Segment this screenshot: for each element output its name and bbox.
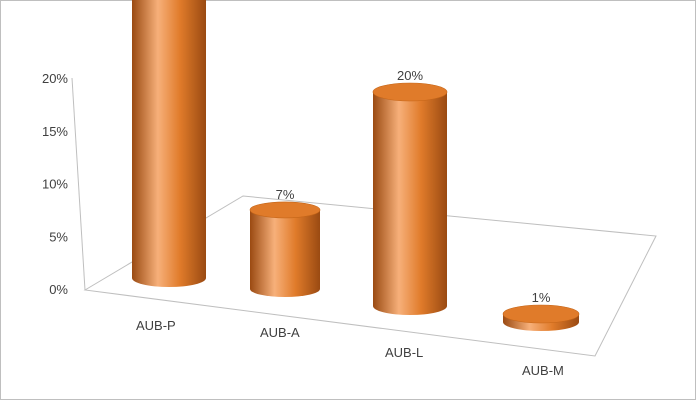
bar-top [502,304,580,324]
y-tick-label: 20% [42,71,68,86]
data-label: 7% [276,187,295,202]
category-label: AUB-P [136,318,176,333]
category-label: AUB-L [385,345,423,360]
bar-aub-a: 7% [249,187,321,297]
bar-top [372,82,448,102]
category-label: AUB-M [522,363,564,378]
x-axis: AUB-P AUB-A AUB-L AUB-M [136,318,564,378]
bars: 15% 7% 20% 1% [132,0,580,331]
bar-body [373,92,447,315]
y-tick-label: 10% [42,177,68,192]
y-axis-line [71,77,86,291]
bar-top [249,201,321,219]
y-tick-label: 5% [49,229,68,244]
bar-body [132,0,206,287]
y-tick-label: 15% [42,124,68,139]
bar-aub-p: 15% [132,0,206,287]
data-label: 20% [397,68,423,83]
data-label: 1% [532,290,551,305]
y-axis: 0% 5% 10% 15% 20% [42,71,68,297]
category-label: AUB-A [260,325,300,340]
bar-aub-l: 20% [372,68,448,315]
bar-body [250,209,320,297]
y-tick-label: 0% [49,282,68,297]
bar-aub-m: 1% [502,290,580,331]
